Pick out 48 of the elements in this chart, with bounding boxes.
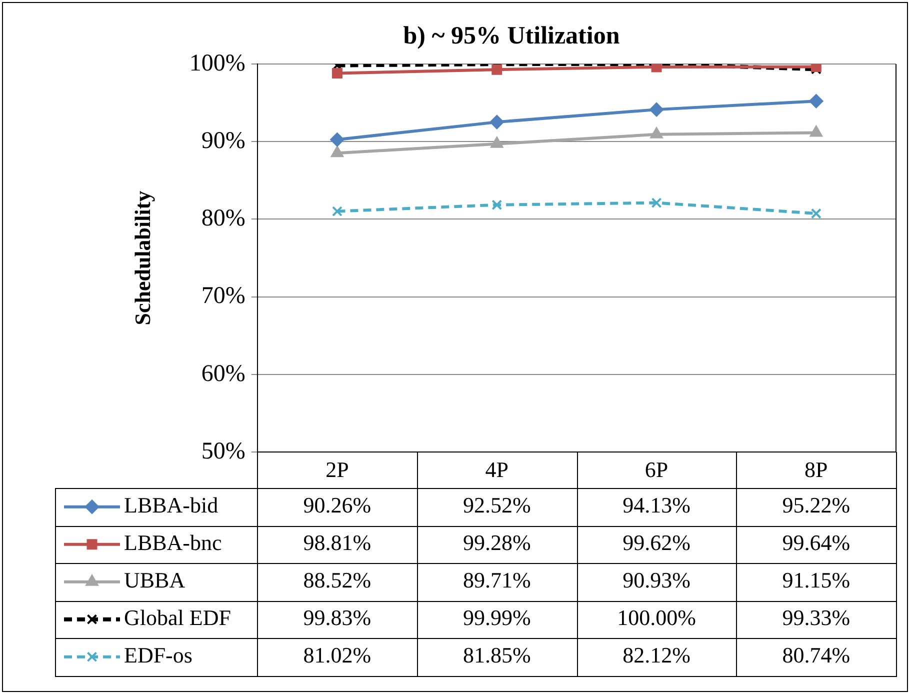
y-tick-label: 50% — [201, 438, 246, 464]
data-label: 88.52% — [303, 568, 372, 593]
data-label: 81.02% — [303, 642, 372, 668]
data-label: 81.85% — [462, 642, 531, 668]
data-label: 100.00% — [617, 605, 696, 630]
data-label: 99.83% — [303, 605, 372, 630]
point — [331, 146, 344, 158]
x-tick-label: 8P — [804, 457, 828, 482]
point — [651, 64, 662, 72]
y-tick-label: 70% — [201, 283, 246, 310]
legend-label: LBBA-bid — [124, 492, 218, 518]
point — [492, 200, 502, 210]
data-label: 99.62% — [622, 530, 690, 556]
y-tick-label: 60% — [201, 360, 246, 387]
y-tick-label: 80% — [201, 206, 246, 232]
data-label: 98.81% — [303, 530, 372, 556]
data-label: 94.13% — [622, 492, 690, 518]
point — [492, 64, 502, 75]
point — [809, 94, 824, 108]
x-tick-label: 4P — [485, 457, 508, 482]
chart-title: b) ~ 95% Utilization — [403, 22, 620, 50]
data-label: 90.26% — [303, 492, 372, 518]
data-label: 95.22% — [782, 492, 850, 518]
data-label: 92.52% — [462, 492, 531, 518]
point — [330, 132, 344, 147]
x-tick-label: 2P — [326, 457, 349, 482]
data-label: 99.64% — [782, 530, 850, 556]
data-label: 82.12% — [622, 642, 690, 668]
data-label: 99.33% — [782, 605, 850, 630]
x-tick-label: 6P — [644, 457, 668, 482]
legend-label: LBBA-bnc — [124, 530, 222, 556]
legend-label: EDF-os — [124, 642, 192, 668]
y-axis-title: Schedulability — [130, 190, 155, 326]
legend-label: UBBA — [124, 568, 186, 593]
y-tick-label: 100% — [189, 50, 246, 76]
data-label: 99.28% — [462, 530, 531, 556]
data-label: 99.99% — [462, 605, 531, 630]
data-label: 89.71% — [462, 568, 531, 593]
point — [651, 198, 662, 208]
data-label: 91.15% — [782, 568, 850, 593]
data-label: 90.93% — [622, 568, 690, 593]
point — [332, 206, 342, 217]
data-label: 80.74% — [782, 642, 850, 668]
y-tick-label: 90% — [201, 128, 246, 154]
point — [650, 102, 664, 117]
legend-label: Global EDF — [124, 605, 231, 630]
point — [490, 115, 504, 130]
point — [810, 208, 822, 219]
